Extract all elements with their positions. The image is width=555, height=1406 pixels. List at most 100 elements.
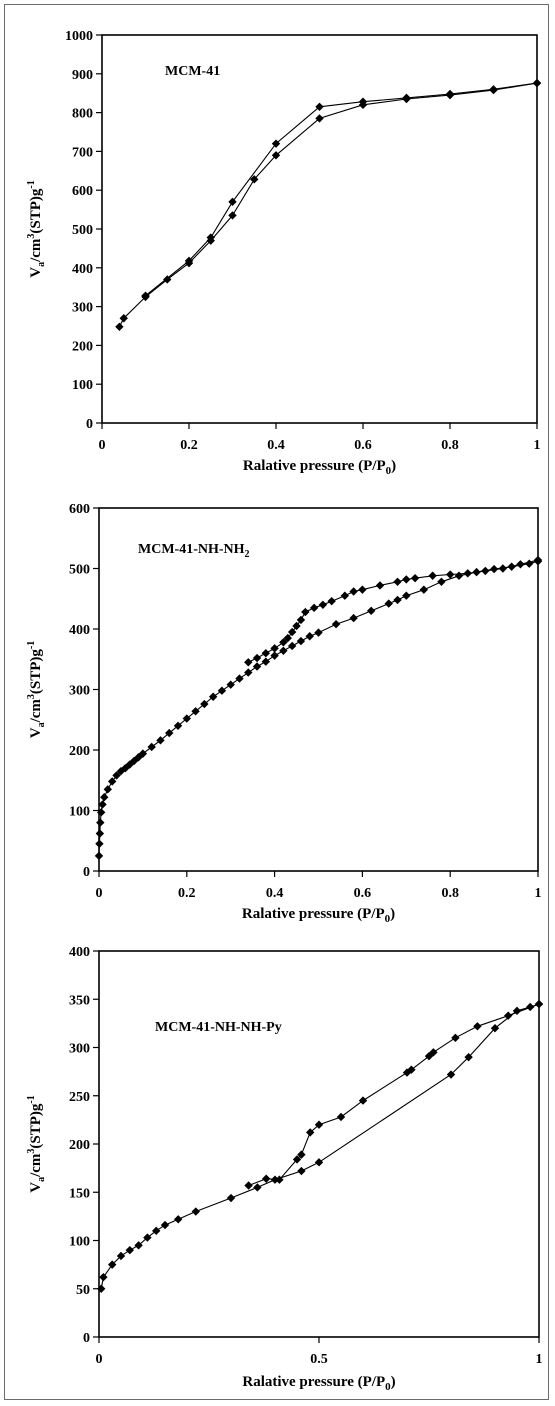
data-point	[208, 692, 218, 701]
data-point	[327, 596, 336, 606]
plot-area	[101, 34, 538, 424]
y-axis-label-part: (STP)g	[28, 649, 44, 695]
data-point	[228, 211, 237, 220]
data-point	[297, 1166, 306, 1176]
data-point	[534, 999, 544, 1009]
data-point	[318, 600, 328, 609]
data-point	[261, 657, 271, 666]
series-line-2	[145, 82, 538, 297]
figure-frame	[4, 4, 549, 1400]
data-point	[98, 800, 107, 809]
data-point	[407, 1065, 416, 1074]
x-tick-label: 0.2	[180, 438, 198, 453]
y-axis-label-superscript: 3	[26, 694, 37, 699]
series-line-1	[98, 560, 539, 856]
data-point	[261, 649, 271, 658]
y-axis-label-part: /cm	[28, 238, 44, 263]
data-point	[279, 638, 288, 647]
data-point	[141, 291, 150, 300]
data-point	[419, 585, 429, 594]
y-axis-label-part: V	[28, 267, 44, 278]
data-point	[206, 233, 215, 242]
chart-title: MCM-41-NH-NH-Py	[155, 1020, 282, 1035]
data-point	[349, 613, 358, 623]
data-point	[165, 728, 174, 738]
series-line-1	[100, 1003, 540, 1289]
chart-title-subscript: 2	[245, 549, 250, 560]
chart-title-main: MCM-41-NH-NH	[138, 542, 245, 557]
x-tick-label: 0	[96, 1352, 103, 1367]
data-point	[103, 785, 112, 794]
y-axis-label-superscript: -1	[26, 180, 37, 188]
y-tick-label: 200	[69, 744, 90, 759]
y-axis-label-superscript: 3	[26, 1149, 37, 1154]
data-point	[309, 603, 319, 613]
x-axis-label-subscript: 0	[386, 465, 392, 477]
data-point	[498, 564, 508, 573]
x-axis-label-end: )	[391, 1374, 396, 1390]
data-point	[489, 564, 499, 574]
y-tick-label: 700	[72, 145, 93, 160]
data-point	[306, 1128, 315, 1137]
y-axis-label-subscript: a	[36, 262, 47, 267]
data-point	[143, 1233, 152, 1242]
data-point	[287, 641, 297, 651]
data-point	[275, 1175, 284, 1184]
y-axis-label: Va/cm3(STP)g-1	[26, 641, 47, 739]
data-point	[358, 1096, 368, 1105]
data-point	[402, 93, 411, 103]
x-tick-label: 0.6	[354, 886, 372, 901]
data-point	[516, 560, 525, 569]
data-point	[296, 636, 306, 646]
data-point	[217, 686, 227, 695]
y-tick-label: 600	[69, 502, 90, 517]
data-point	[301, 607, 310, 617]
data-point	[402, 591, 411, 600]
x-tick-label: 0	[99, 438, 106, 453]
chart-panel-1: 0 100 200 300 400 500 600 700 800 900 1000 0 0.2 0.4 0…	[26, 29, 542, 477]
data-point	[125, 760, 134, 769]
y-tick-label: 0	[83, 1331, 90, 1346]
data-point	[252, 653, 262, 663]
y-axis-label-part: /cm	[28, 699, 44, 724]
data-point	[271, 139, 281, 148]
data-point	[454, 571, 464, 580]
data-point	[147, 742, 156, 752]
data-point	[94, 851, 104, 861]
data-point	[235, 674, 244, 683]
data-point	[358, 585, 367, 594]
data-point	[191, 707, 200, 716]
plot-area	[98, 507, 539, 872]
x-tick-label: 0.6	[354, 438, 372, 453]
data-point	[481, 566, 490, 576]
y-tick-label: 500	[69, 563, 90, 578]
data-point	[315, 102, 324, 111]
data-point	[119, 314, 128, 323]
series-line-1	[118, 82, 538, 328]
data-point	[292, 621, 301, 631]
chart-title: MCM-41	[165, 64, 220, 79]
data-point	[533, 555, 543, 565]
y-axis-label-part: (STP)g	[28, 1103, 44, 1149]
data-point	[271, 151, 281, 160]
data-point	[504, 1011, 513, 1020]
data-point	[490, 1024, 500, 1033]
data-point	[244, 668, 253, 677]
data-point	[296, 615, 306, 625]
data-point	[451, 1033, 460, 1043]
y-tick-label: 100	[69, 1235, 90, 1250]
data-point	[464, 1052, 473, 1062]
x-axis-label: Ralative pressure (P/P0)	[243, 458, 396, 477]
chart-title: MCM-41-NH-NH2	[138, 542, 250, 560]
y-tick-label: 200	[69, 1138, 90, 1153]
y-tick-label: 1000	[65, 29, 93, 44]
data-point	[446, 1070, 456, 1079]
data-point	[393, 595, 402, 605]
data-point	[112, 771, 121, 780]
data-point	[116, 766, 126, 776]
data-point	[358, 97, 368, 106]
x-tick-label: 0.5	[310, 1352, 328, 1367]
data-point	[270, 651, 279, 660]
y-tick-label: 800	[72, 107, 93, 122]
data-point	[138, 749, 148, 758]
